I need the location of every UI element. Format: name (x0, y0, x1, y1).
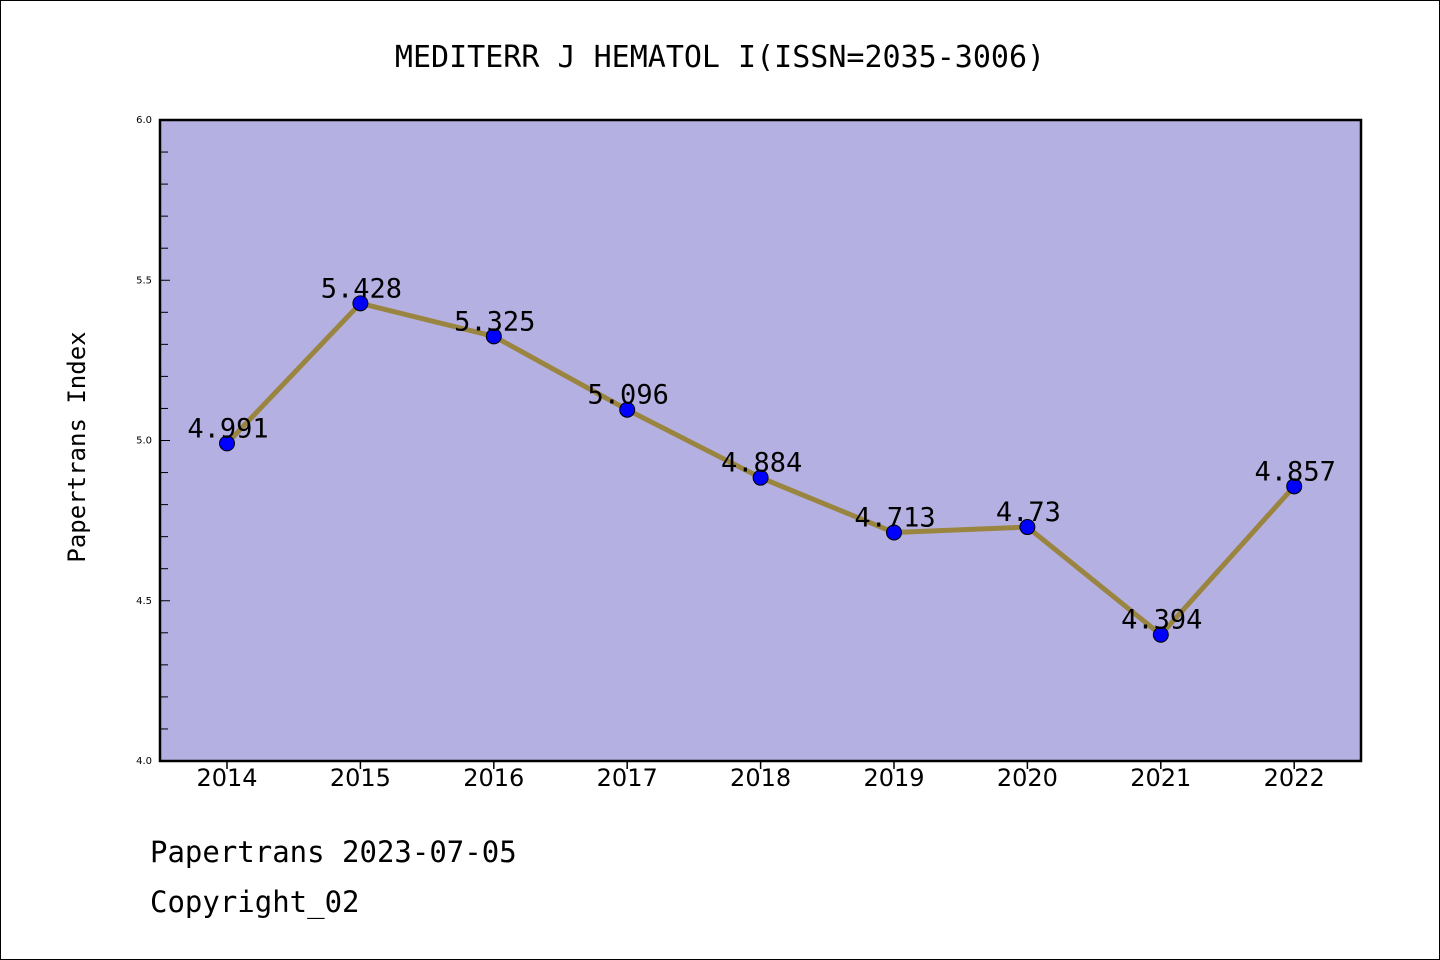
x-tick-label: 2020 (997, 764, 1058, 792)
x-tick-label: 2015 (330, 764, 391, 792)
data-label: 4.991 (187, 413, 268, 444)
data-point (1152, 626, 1169, 643)
data-label: 4.73 (996, 497, 1061, 528)
x-tick-label: 2018 (730, 764, 791, 792)
y-tick-label: 4.5 (136, 596, 152, 607)
data-label: 4.394 (1121, 605, 1202, 636)
data-label: 5.325 (454, 306, 535, 337)
data-point (219, 435, 235, 452)
footer-copyright: Copyright_02 (150, 885, 360, 919)
y-axis-label: Papertrans Index (63, 331, 91, 562)
y-tick-label: 5.5 (136, 275, 152, 286)
plot-area (158, 118, 1363, 763)
data-label: 4.857 (1255, 456, 1336, 487)
x-axis: 2014 2015 2016 2017 2018 2019 2020 2021 2022 (196, 761, 1325, 792)
data-point (1286, 478, 1303, 495)
chart-title: MEDITERR J HEMATOL I(ISSN=2035-3006) (395, 40, 1045, 75)
data-point (886, 524, 902, 541)
x-tick-label: 2016 (463, 764, 524, 792)
data-point (352, 295, 369, 312)
x-tick-label: 2022 (1264, 764, 1325, 792)
x-tick-label: 2014 (196, 764, 257, 792)
data-label: 4.713 (854, 502, 935, 533)
data-point (619, 401, 636, 418)
x-tick-label: 2017 (597, 764, 658, 792)
data-point (752, 469, 769, 486)
data-labels: 4.991 5.428 5.325 5.096 4.884 4.713 4.73 4.394 4… (187, 273, 1335, 635)
y-tick-label: 5.0 (136, 436, 152, 447)
y-tick-label: 6.0 (136, 115, 152, 126)
data-point (1019, 519, 1036, 536)
data-label: 5.096 (588, 380, 669, 411)
data-label: 4.884 (721, 448, 802, 479)
x-tick-label: 2021 (1130, 764, 1191, 792)
y-tick-label: 4.0 (136, 756, 152, 767)
y-axis: 4.0 4.5 5.0 5.5 6.0 (136, 115, 170, 767)
data-point (485, 328, 502, 345)
data-markers (219, 295, 1303, 643)
data-label: 5.428 (321, 273, 402, 304)
footer-date: Papertrans 2023-07-05 (150, 835, 517, 869)
x-tick-label: 2019 (863, 764, 924, 792)
